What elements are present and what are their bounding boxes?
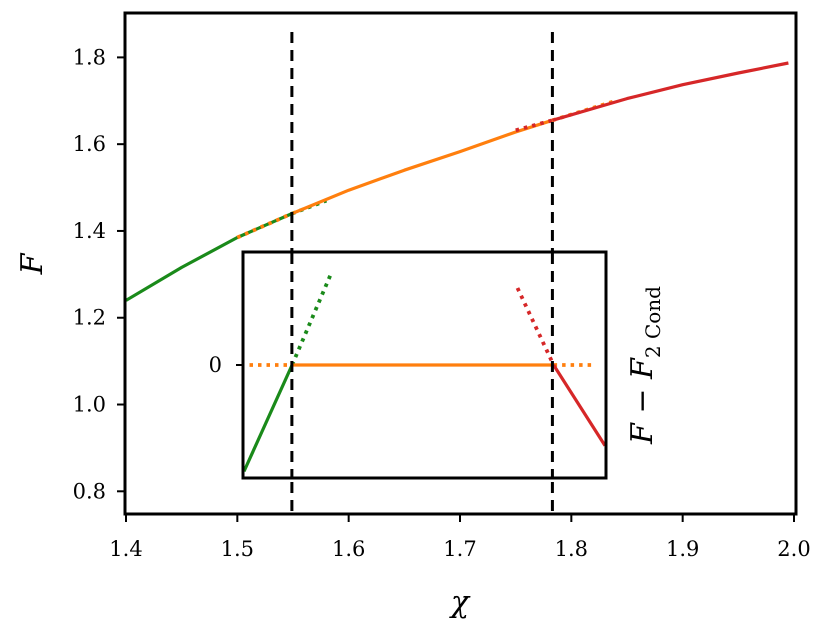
inset-y-axis-label: F − F2 Cond (625, 286, 665, 445)
main-xticks-group: 1.4 1.5 1.6 1.7 1.8 1.9 2.0 (109, 514, 811, 561)
inset-series-line-6 (552, 364, 607, 447)
inset-series-group (242, 271, 607, 473)
inset-series-line-0 (242, 364, 294, 473)
main-series-line-3 (291, 118, 553, 216)
inset-ylabel-subscript: 2 Cond (641, 286, 665, 358)
main-series-line-0 (125, 212, 293, 302)
inset-ytick-label: 0 (209, 353, 222, 377)
xtick-label-2: 1.6 (332, 537, 365, 561)
ytick-label-3: 1.4 (73, 219, 106, 243)
xtick-label-0: 1.4 (109, 537, 142, 561)
main-yticks-group: 0.8 1.0 1.2 1.4 1.6 1.8 (73, 45, 125, 503)
ytick-label-0: 0.8 (73, 479, 106, 503)
main-series-line-5 (515, 118, 553, 133)
xtick-label-5: 1.9 (666, 537, 699, 561)
inset-ylabel-var1: F (625, 422, 660, 445)
xtick-label-4: 1.8 (555, 537, 588, 561)
inset-series-line-5 (515, 287, 556, 366)
main-series-line-2 (236, 211, 293, 240)
ytick-label-5: 1.8 (73, 45, 106, 69)
y-axis-label: F (15, 252, 50, 275)
xtick-label-6: 2.0 (777, 537, 810, 561)
main-series-group (125, 61, 789, 302)
ytick-label-1: 1.0 (73, 393, 106, 417)
ytick-label-4: 1.6 (73, 132, 106, 156)
inset-ylabel-var2: F (625, 357, 660, 380)
inset-ylabel-minus: − (625, 379, 660, 423)
xtick-label-3: 1.7 (443, 537, 476, 561)
x-axis-label: χ (449, 585, 471, 620)
ytick-label-2: 1.2 (73, 306, 106, 330)
xtick-label-1: 1.5 (221, 537, 254, 561)
main-series-line-6 (551, 61, 789, 122)
inset-vlines-group (290, 253, 554, 477)
